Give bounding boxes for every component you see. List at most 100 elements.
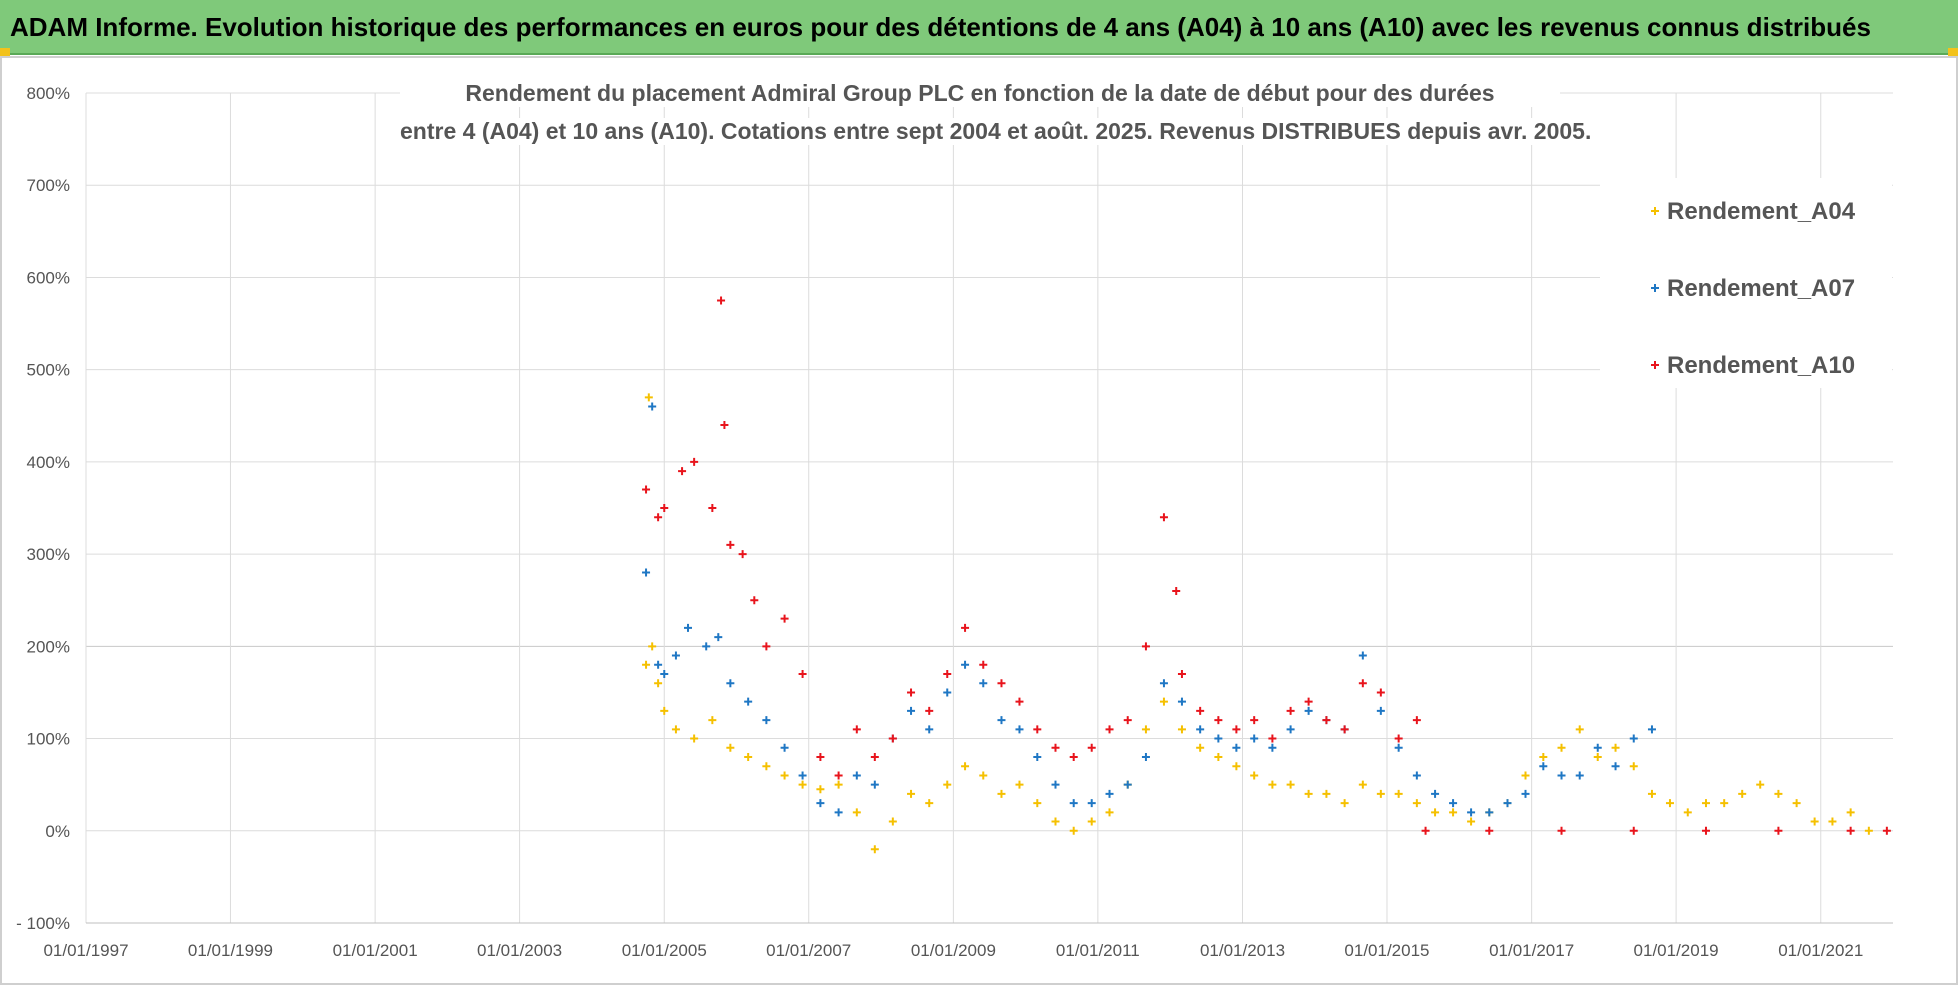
data-point [744, 753, 753, 761]
data-point [1015, 780, 1024, 789]
data-point [1177, 670, 1186, 678]
data-point [888, 817, 897, 826]
data-point [907, 789, 916, 798]
data-point [1214, 734, 1223, 743]
y-tick-label: 800% [27, 84, 70, 103]
data-point [1467, 817, 1476, 826]
data-point [888, 734, 897, 743]
data-point [961, 762, 970, 771]
data-point [780, 614, 789, 623]
data-point [1503, 799, 1512, 808]
data-point [1172, 587, 1181, 595]
report-title: ADAM Informe. Evolution historique des p… [10, 12, 1871, 42]
data-point [1141, 753, 1150, 761]
y-tick-label: 400% [27, 453, 70, 472]
data-point [852, 725, 861, 734]
corner-marker-right [1948, 48, 1958, 56]
data-point [1756, 780, 1765, 789]
series-Rendement_A10 [642, 296, 1891, 835]
data-point [870, 780, 879, 789]
data-point [1159, 513, 1168, 522]
data-point [979, 771, 988, 780]
data-point [870, 845, 879, 854]
data-point [1421, 826, 1430, 835]
data-point [1810, 817, 1819, 826]
y-tick-label: 600% [27, 268, 70, 287]
x-tick-label: 01/01/2007 [766, 941, 851, 960]
corner-marker-left [0, 48, 10, 56]
data-point [1340, 799, 1349, 808]
data-point [690, 734, 699, 743]
chart-title-line-2: entre 4 (A04) et 10 ans (A10). Cotations… [400, 118, 1592, 145]
data-point [1232, 725, 1241, 734]
x-tick-label: 01/01/2021 [1778, 941, 1863, 960]
data-point [660, 706, 669, 715]
data-point [1557, 743, 1566, 752]
data-point [762, 762, 771, 771]
data-point [961, 623, 970, 632]
x-tick-label: 01/01/1997 [43, 941, 128, 960]
data-point [1105, 808, 1114, 817]
legend-marker [1651, 284, 1659, 292]
data-point [654, 679, 663, 688]
data-point [1864, 826, 1873, 835]
series-Rendement_A07 [642, 402, 1656, 817]
data-point [1250, 716, 1259, 725]
data-point [1774, 826, 1783, 835]
data-point [1557, 771, 1566, 780]
data-point [648, 642, 657, 651]
data-point [979, 660, 988, 669]
data-point [1449, 808, 1458, 817]
data-point [961, 660, 970, 669]
data-point [1394, 789, 1403, 798]
data-point [1629, 826, 1638, 835]
chart-legend: Rendement_A04 Rendement_A07 Rendement_A10 [1600, 178, 1892, 388]
data-point [852, 808, 861, 817]
data-point [1485, 826, 1494, 835]
data-point [1611, 762, 1620, 771]
data-point [1123, 780, 1132, 789]
data-point [1105, 725, 1114, 734]
data-point [654, 660, 663, 669]
data-point [816, 799, 825, 808]
x-tick-label: 01/01/2013 [1200, 941, 1285, 960]
data-point [997, 716, 1006, 725]
data-point [1431, 789, 1440, 798]
data-point [1268, 743, 1277, 752]
data-point [1394, 734, 1403, 743]
data-point [925, 725, 934, 734]
data-point [654, 513, 663, 522]
x-tick-label: 01/01/2003 [477, 941, 562, 960]
data-point [1593, 743, 1602, 752]
data-point [714, 633, 723, 642]
y-tick-label: - 100% [16, 914, 70, 933]
y-tick-label: 300% [27, 545, 70, 564]
data-point [671, 725, 680, 734]
data-point [1412, 799, 1421, 808]
data-point [907, 706, 916, 715]
data-point [1431, 808, 1440, 817]
data-point [870, 753, 879, 761]
data-point [925, 799, 934, 808]
data-point [762, 716, 771, 725]
data-point [780, 771, 789, 780]
data-point [1340, 725, 1349, 734]
data-point [726, 540, 735, 549]
data-point [1449, 799, 1458, 808]
data-point [997, 679, 1006, 688]
data-point [834, 808, 843, 817]
data-point [943, 670, 952, 678]
data-point [907, 688, 916, 697]
x-tick-label: 01/01/2017 [1489, 941, 1574, 960]
data-point [1738, 789, 1747, 798]
data-point [1141, 725, 1150, 734]
data-point [1629, 762, 1638, 771]
y-tick-label: 200% [27, 637, 70, 656]
data-point [1774, 789, 1783, 798]
data-point [1828, 817, 1837, 826]
data-point [1539, 762, 1548, 771]
data-point [1069, 826, 1078, 835]
data-point [1557, 826, 1566, 835]
data-point [702, 642, 711, 651]
data-point [1051, 817, 1060, 826]
